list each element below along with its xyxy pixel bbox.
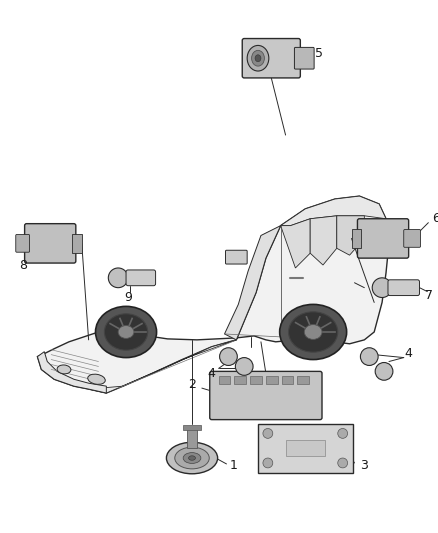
Bar [286,440,325,456]
Text: 7: 7 [425,289,433,302]
FancyBboxPatch shape [126,270,155,286]
FancyBboxPatch shape [242,38,300,78]
FancyBboxPatch shape [25,224,76,263]
FancyBboxPatch shape [294,47,314,69]
Ellipse shape [166,442,218,474]
Text: 5: 5 [315,47,323,60]
Text: 3: 3 [360,459,368,472]
Bar [297,376,309,384]
Ellipse shape [175,447,209,469]
Bar [72,233,82,253]
Bar [258,424,353,473]
Polygon shape [37,196,389,393]
Ellipse shape [255,55,261,62]
FancyBboxPatch shape [210,372,322,419]
Ellipse shape [88,374,105,384]
Circle shape [235,358,253,375]
Polygon shape [310,216,337,265]
Bar [282,376,293,384]
FancyBboxPatch shape [357,219,409,258]
Circle shape [375,362,393,380]
Ellipse shape [95,306,156,358]
Text: 2: 2 [188,378,196,391]
Text: 4: 4 [405,347,413,360]
Ellipse shape [104,314,148,350]
Ellipse shape [247,45,269,71]
Circle shape [108,268,128,288]
Text: 4: 4 [208,367,215,380]
Ellipse shape [304,325,322,340]
Ellipse shape [118,326,134,338]
Bar [187,426,197,448]
Ellipse shape [189,456,195,460]
Polygon shape [281,219,310,268]
Ellipse shape [279,304,346,360]
Circle shape [263,429,273,438]
FancyBboxPatch shape [404,230,420,247]
Ellipse shape [183,453,201,464]
FancyBboxPatch shape [16,235,29,252]
Bar [234,376,246,384]
Text: 9: 9 [124,291,132,304]
Circle shape [338,429,348,438]
Bar [183,425,201,431]
Text: 6: 6 [432,212,438,225]
Ellipse shape [57,365,71,374]
Circle shape [338,458,348,468]
Polygon shape [225,225,281,340]
Polygon shape [37,352,106,393]
Ellipse shape [251,50,265,66]
Text: 8: 8 [19,259,27,271]
Bar [250,376,262,384]
Bar [219,376,230,384]
Circle shape [263,458,273,468]
Ellipse shape [289,312,338,352]
Polygon shape [88,340,237,393]
FancyBboxPatch shape [226,251,247,264]
FancyBboxPatch shape [388,280,420,296]
Circle shape [219,348,237,366]
Circle shape [360,348,378,366]
Text: 1: 1 [230,459,237,472]
Bar [266,376,278,384]
Circle shape [372,278,392,297]
Polygon shape [337,216,364,255]
Bar [352,229,361,248]
Polygon shape [281,196,386,225]
